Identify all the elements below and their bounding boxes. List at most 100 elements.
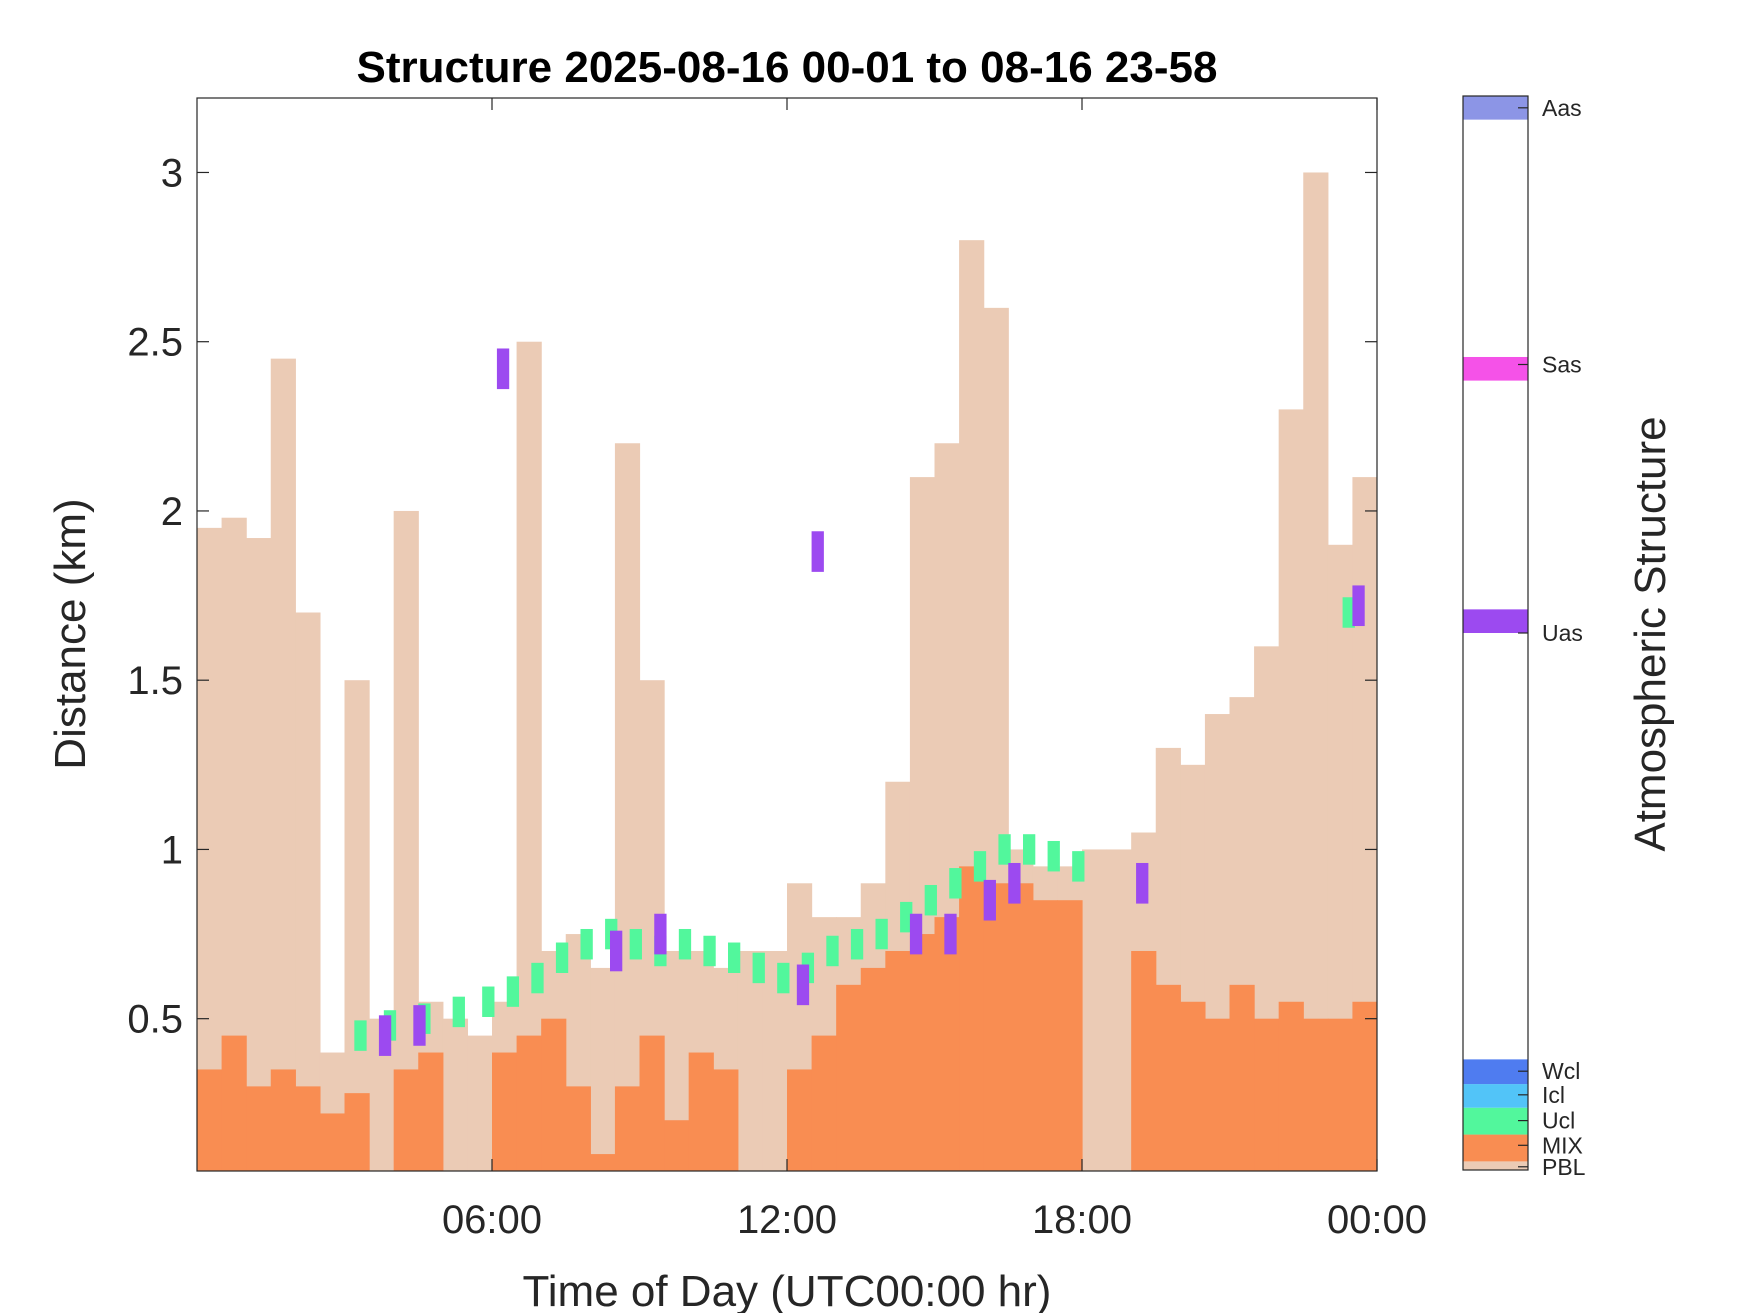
pbl-bar: [246, 538, 272, 1171]
y-axis: 0.5 1 1.5 2 2.5 3: [127, 151, 1377, 1042]
ucl-layer: [531, 962, 544, 994]
colorbar-label-sas: Sas: [1542, 352, 1582, 378]
mix-bar: [688, 1052, 714, 1171]
x-axis: 06:00 12:00 18:00 00:00: [442, 98, 1427, 1242]
mix-bar: [565, 1086, 591, 1171]
ucl-layer: [949, 868, 962, 899]
ucl-layer: [1072, 851, 1085, 882]
uas-layer: [610, 930, 623, 972]
pbl-bar: [590, 967, 616, 1171]
ucl-layer: [580, 928, 593, 960]
plot-area: 06:00 12:00 18:00 00:00 0.5 1 1.5 2 2.5 3: [127, 97, 1427, 1242]
pbl-bar: [467, 1035, 493, 1171]
mix-bar: [983, 883, 1009, 1171]
y-tick-label: 0.5: [127, 998, 183, 1042]
x-tick-label: 06:00: [442, 1198, 542, 1242]
ucl-layer: [998, 834, 1011, 865]
mix-bar: [319, 1113, 346, 1171]
mix-bar: [1352, 1001, 1377, 1171]
ucl-layer: [354, 1020, 367, 1051]
y-tick-label: 3: [161, 151, 183, 195]
pbl-bar: [737, 950, 764, 1171]
mix-bar: [541, 1018, 567, 1171]
y-axis-label: Distance (km): [46, 498, 95, 769]
uas-layer: [1136, 862, 1149, 904]
mix-bar: [959, 866, 985, 1171]
mix-bar: [1229, 984, 1255, 1171]
mix-bar: [1155, 984, 1181, 1171]
uas-layer: [1008, 862, 1021, 904]
y-tick-label: 1: [161, 828, 183, 872]
mix-bar: [614, 1086, 641, 1171]
uas-layer: [983, 879, 996, 921]
colorbar-label-wcl: Wcl: [1542, 1058, 1580, 1084]
mix-bar: [418, 1052, 444, 1171]
pbl-bar: [1082, 849, 1108, 1171]
uas-layer: [909, 913, 923, 955]
chart-title: Structure 2025-08-16 00-01 to 08-16 23-5…: [357, 43, 1218, 92]
series-mix: [197, 866, 1377, 1171]
colorbar-band-wcl: [1463, 1059, 1528, 1085]
pbl-bar: [614, 443, 641, 1171]
uas-layer: [796, 964, 810, 1006]
ucl-layer: [1023, 834, 1036, 865]
colorbar-band-icl: [1463, 1084, 1528, 1108]
x-tick-label: 12:00: [737, 1198, 837, 1242]
mix-bar: [246, 1086, 272, 1171]
ucl-layer: [629, 928, 642, 960]
mix-bar: [1180, 1001, 1206, 1171]
ucl-layer: [728, 942, 741, 973]
ucl-layer: [826, 935, 839, 967]
pbl-bar: [1106, 849, 1132, 1171]
mix-bar: [1057, 900, 1083, 1171]
ucl-layer: [875, 918, 888, 950]
mix-bar: [664, 1120, 690, 1171]
colorbar-label-ucl: Ucl: [1542, 1108, 1575, 1134]
colorbar-band-sas: [1463, 356, 1528, 381]
colorbar-label-icl: Icl: [1542, 1082, 1565, 1108]
mix-bar: [590, 1154, 616, 1171]
uas-layer: [496, 348, 510, 390]
y-tick-label: 2: [161, 490, 183, 534]
pbl-bar: [442, 1018, 469, 1171]
mix-bar: [1131, 950, 1157, 1171]
pbl-bar: [344, 680, 370, 1171]
pbl-bar: [1303, 172, 1329, 1171]
mix-bar: [221, 1035, 247, 1171]
uas-layer: [944, 913, 957, 955]
mix-bar: [639, 1035, 665, 1171]
mix-bar: [885, 950, 911, 1171]
colorbar-bands: [1463, 96, 1528, 1170]
mix-bar: [393, 1069, 419, 1171]
y-tick-label: 2.5: [127, 321, 183, 365]
uas-layer: [378, 1015, 392, 1056]
mix-bar: [1204, 1018, 1231, 1171]
colorbar-band-mix: [1463, 1134, 1528, 1162]
ucl-layer: [1342, 597, 1355, 628]
x-tick-label: 00:00: [1327, 1198, 1427, 1242]
series-uas: [378, 348, 1365, 1056]
mix-bar: [197, 1069, 223, 1171]
mix-bar: [1008, 883, 1034, 1171]
colorbar-label: Atmospheric Structure: [1626, 416, 1675, 851]
colorbar-label-aas: Aas: [1542, 95, 1582, 121]
mix-bar: [1254, 1018, 1280, 1171]
pbl-bar: [295, 612, 321, 1171]
ucl-layer: [703, 935, 716, 967]
ucl-layer: [452, 996, 465, 1028]
y-tick-label: 1.5: [127, 659, 183, 703]
colorbar-band-pbl: [1463, 1161, 1528, 1170]
mix-bar: [270, 1069, 296, 1171]
ucl-layer: [678, 928, 692, 960]
ucl-layer: [1047, 840, 1060, 872]
ucl-layer: [506, 976, 520, 1007]
colorbar-label-pbl: PBL: [1542, 1154, 1586, 1180]
ucl-layer: [924, 884, 937, 916]
mix-bar: [1032, 900, 1059, 1171]
mix-bar: [1327, 1018, 1354, 1171]
series-ucl: [354, 597, 1355, 1051]
x-tick-label: 18:00: [1032, 1198, 1132, 1242]
ucl-layer: [900, 901, 913, 933]
